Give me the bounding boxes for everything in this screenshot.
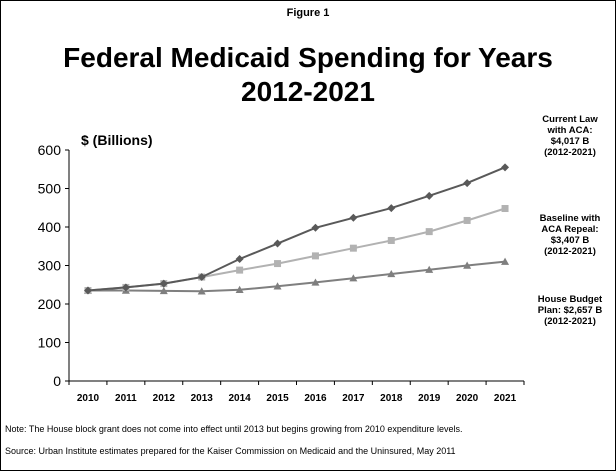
y-tick-label: 0 <box>53 373 61 389</box>
x-tick-label: 2018 <box>380 393 403 404</box>
data-point-triangle <box>463 261 472 269</box>
data-point-diamond <box>501 163 510 172</box>
data-point-square <box>311 252 319 260</box>
figure-label: Figure 1 <box>286 7 330 19</box>
chart-title: Federal Medicaid Spending for Years 2012… <box>1 41 615 109</box>
data-point-diamond <box>83 286 92 295</box>
data-point-diamond <box>273 239 282 248</box>
series-line-house-budget <box>88 260 506 293</box>
y-tick-label: 200 <box>38 296 62 312</box>
annotation-line: with ACA: <box>547 125 593 136</box>
x-tick-label: 2011 <box>115 393 137 404</box>
x-tick-label: 2019 <box>418 393 441 404</box>
data-point-diamond <box>463 179 472 188</box>
annotation-line: (2012-2021) <box>544 147 596 158</box>
x-tick-label: 2016 <box>304 393 327 404</box>
data-point-square <box>236 266 244 274</box>
data-point-triangle <box>387 269 396 278</box>
annotation-line: Plan: $2,657 B <box>537 305 603 316</box>
data-point-diamond <box>197 273 206 282</box>
x-tick-label: 2017 <box>342 393 365 404</box>
data-point-triangle <box>197 287 206 295</box>
x-tick-label: 2012 <box>153 393 176 404</box>
data-point-triangle <box>349 274 358 282</box>
data-point-square <box>274 260 282 268</box>
y-tick-label: 100 <box>38 335 62 351</box>
series-line-current-law <box>87 166 506 292</box>
y-tick-label: 400 <box>38 219 62 235</box>
annotation-line: (2012-2021) <box>544 316 596 327</box>
data-point-diamond <box>425 191 434 200</box>
data-point-diamond <box>159 279 168 288</box>
chart-title-line-1: Federal Medicaid Spending for Years <box>63 42 553 73</box>
annotation-line: ACA Repeal: <box>541 224 599 235</box>
annotation-house-budget: House Budget Plan: $2,657 B (2012-2021) <box>525 294 615 327</box>
series-line-baseline-repeal <box>87 207 506 292</box>
y-tick-label: 500 <box>38 181 62 197</box>
data-point-triangle <box>425 265 434 273</box>
data-point-diamond <box>349 213 358 222</box>
x-tick-label: 2014 <box>229 393 252 404</box>
data-point-square <box>349 244 357 252</box>
annotation-line: $4,017 B <box>550 136 590 147</box>
data-point-triangle <box>311 278 320 286</box>
data-point-square <box>463 216 471 224</box>
data-point-triangle <box>501 257 510 265</box>
data-point-diamond <box>235 254 244 263</box>
y-axis-label: $ (Billions) <box>81 132 153 148</box>
annotation-line: (2012-2021) <box>544 246 596 257</box>
y-tick-label: 600 <box>38 142 62 158</box>
y-tick-label: 300 <box>38 258 62 274</box>
data-point-diamond <box>121 283 130 292</box>
x-tick-label: 2021 <box>494 393 517 404</box>
data-point-triangle <box>159 286 168 295</box>
data-point-diamond <box>311 223 320 232</box>
data-point-triangle <box>273 282 282 290</box>
data-point-square <box>425 228 433 236</box>
x-tick-label: 2020 <box>456 393 479 404</box>
data-point-diamond <box>387 204 396 213</box>
annotation-baseline-repeal: Baseline with ACA Repeal: $3,407 B (2012… <box>525 213 615 257</box>
annotation-line: $3,407 B <box>550 235 590 246</box>
annotation-line: Current Law <box>542 114 598 125</box>
chart-title-line-2: 2012-2021 <box>241 76 375 107</box>
data-point-square <box>387 236 395 244</box>
annotation-current-law: Current Law with ACA: $4,017 B (2012-202… <box>525 114 615 158</box>
x-tick-label: 2013 <box>191 393 214 404</box>
x-tick-label: 2015 <box>266 393 289 404</box>
x-tick-label: 2010 <box>77 393 100 404</box>
annotation-line: Baseline with <box>539 213 601 224</box>
data-point-triangle <box>235 285 244 293</box>
data-point-square <box>501 205 509 213</box>
chart-note: Note: The House block grant does not com… <box>5 424 463 434</box>
annotation-line: House Budget <box>537 294 603 305</box>
chart-source: Source: Urban Institute estimates prepar… <box>5 446 456 456</box>
